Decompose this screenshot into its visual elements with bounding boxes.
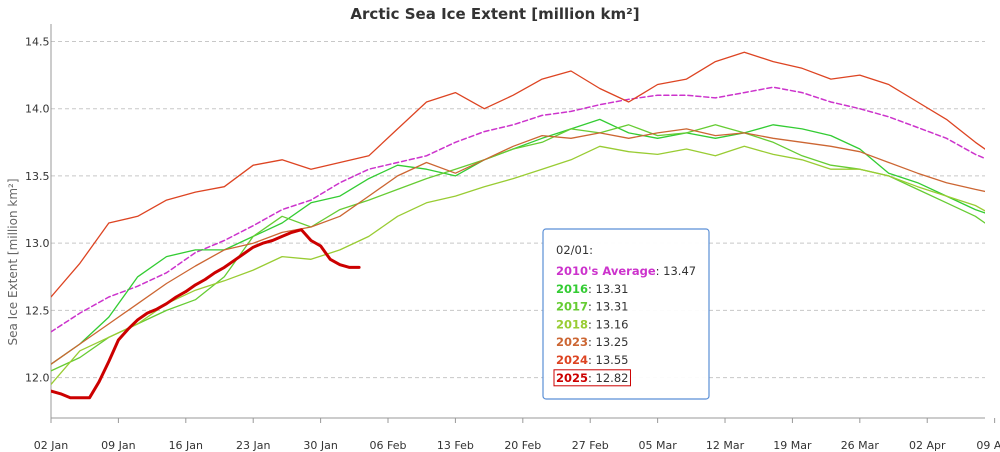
tooltip-entry-label: 2010's Average — [556, 264, 656, 278]
tooltip-box — [542, 228, 710, 400]
tooltip-entry-label: 2023 — [556, 335, 588, 349]
x-tick-label: 16 Jan — [169, 439, 203, 452]
series-line-2016[interactable] — [51, 118, 1000, 365]
tooltip-entry: 2025: 12.82 — [556, 371, 628, 385]
tooltip-entry-label: 2016 — [556, 282, 588, 296]
x-tick-label: 09 Apr — [976, 439, 1000, 452]
y-tick-label: 14.5 — [25, 35, 50, 48]
x-tick-label: 06 Feb — [370, 439, 407, 452]
tooltip-entry-separator: : — [588, 371, 596, 385]
x-tick-label: 13 Feb — [437, 439, 474, 452]
axes: 12.0 12.5 13.0 13.5 14.0 14.5 02 Jan 09 Jan 16 J… — [25, 24, 1000, 452]
series-line-2018[interactable] — [51, 145, 1000, 386]
tooltip-entry-label: 2024 — [556, 353, 588, 367]
tooltip-entry-label: 2025 — [556, 371, 588, 385]
tooltip-date: 02/01: — [556, 243, 593, 257]
x-tick-label: 27 Feb — [572, 439, 609, 452]
x-tick-label: 02 Apr — [909, 439, 946, 452]
tooltip-entry-value: 13.55 — [596, 353, 629, 367]
tooltip-entry: 2016: 13.31 — [556, 282, 628, 296]
y-tick-label: 12.5 — [25, 304, 50, 317]
chart-title: Arctic Sea Ice Extent [million km²] — [350, 5, 639, 23]
tooltip-entry: 2010's Average: 13.47 — [556, 264, 696, 278]
x-tick-label: 30 Jan — [303, 439, 337, 452]
x-tick-label: 12 Mar — [706, 439, 745, 452]
tooltip-entry: 2017: 13.31 — [556, 300, 628, 314]
series-line-2010-s-average[interactable] — [51, 86, 1000, 333]
tooltip-entry-separator: : — [588, 300, 596, 314]
tooltip-entry-separator: : — [656, 264, 664, 278]
x-tick-label: 20 Feb — [504, 439, 541, 452]
y-tick-label: 13.5 — [25, 170, 50, 183]
x-tick-label: 19 Mar — [773, 439, 812, 452]
y-tick-label: 12.0 — [25, 372, 50, 385]
tooltip-entry-label: 2017 — [556, 300, 588, 314]
tooltip-entry-separator: : — [588, 353, 596, 367]
series-line-2024[interactable] — [51, 51, 1000, 298]
series-line-2023[interactable] — [51, 128, 1000, 365]
x-tick-label: 02 Jan — [34, 439, 68, 452]
x-tick-label: 26 Mar — [841, 439, 880, 452]
tooltip-entry-value: 13.16 — [596, 317, 629, 331]
tooltip-entry: 2018: 13.16 — [556, 317, 628, 331]
x-tick-label: 23 Jan — [236, 439, 270, 452]
tooltip-entry-separator: : — [588, 335, 596, 349]
tooltip-entry-value: 13.25 — [596, 335, 629, 349]
tooltip-entry-value: 13.47 — [663, 264, 696, 278]
tooltip-entry-separator: : — [588, 282, 596, 296]
tooltip-entry-value: 13.31 — [596, 300, 629, 314]
series-line-2025[interactable] — [51, 228, 361, 400]
tooltip-entry: 2023: 13.25 — [556, 335, 628, 349]
tooltip-entry-separator: : — [588, 317, 596, 331]
grid-lines — [51, 40, 985, 379]
x-tick-label: 05 Mar — [638, 439, 677, 452]
tooltip-entry-value: 12.82 — [596, 371, 629, 385]
tooltip-entry-value: 13.31 — [596, 282, 629, 296]
y-tick-label: 14.0 — [25, 103, 50, 116]
tooltip-highlight-box — [553, 369, 631, 387]
x-tick-label: 09 Jan — [101, 439, 135, 452]
y-tick-label: 13.0 — [25, 237, 50, 250]
tooltip-entry: 2024: 13.55 — [556, 353, 628, 367]
series-lines[interactable] — [51, 51, 1000, 400]
tooltip-entry-label: 2018 — [556, 317, 588, 331]
y-axis-title: Sea Ice Extent [million km²] — [6, 179, 20, 346]
